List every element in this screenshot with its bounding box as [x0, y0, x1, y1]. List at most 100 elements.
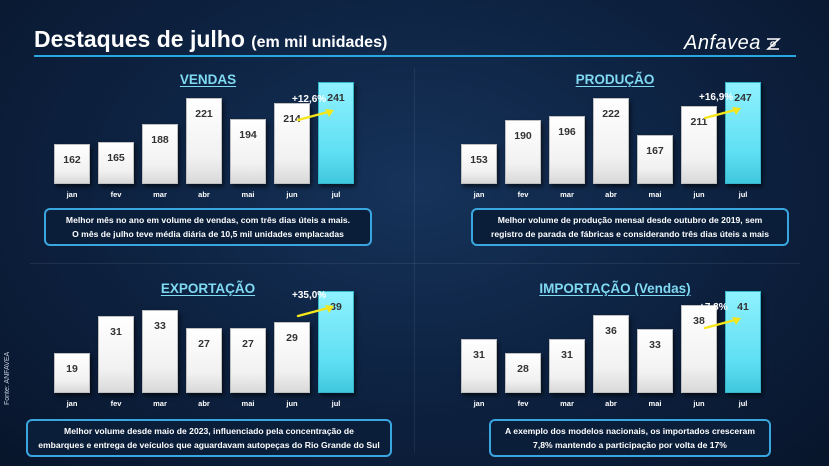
category-tick-label: abr [198, 190, 210, 199]
bar-importacao-abr [593, 314, 629, 393]
bar-importacao-mai [637, 329, 673, 393]
bar-value-label: 196 [558, 125, 576, 138]
category-tick-label: mar [153, 190, 167, 199]
title-main: Destaques de julho [34, 26, 245, 52]
bar-exportacao-mai [230, 328, 266, 393]
note-box-importacao: A exemplo dos modelos nacionais, os impo… [489, 419, 771, 457]
bar-vendas-jan [54, 144, 90, 184]
bar-importacao-jun [681, 305, 717, 393]
category-tick-label: mar [560, 399, 574, 408]
bar-value-label: 33 [649, 339, 661, 352]
bar-exportacao-abr [186, 328, 222, 393]
chart-title-importacao: IMPORTAÇÃO (Vendas) [539, 281, 691, 296]
category-tick-label: jun [693, 190, 705, 199]
category-tick-label: mar [153, 399, 167, 408]
chart-title-vendas: VENDAS [179, 72, 237, 87]
bar-importacao-fev [505, 353, 541, 393]
bar-producao-jan [461, 144, 497, 184]
divider-horizontal [30, 263, 800, 264]
note-box-vendas: Melhor mês no ano em volume de vendas, c… [44, 208, 372, 246]
bar-exportacao-jan [54, 353, 90, 393]
note-line: embarques e entrega de veículos que agua… [38, 440, 380, 450]
bar-value-label: 188 [151, 133, 169, 146]
category-tick-label: fev [517, 190, 529, 199]
note-line: Melhor volume de produção mensal desde o… [497, 215, 763, 225]
bar-value-label: 31 [110, 325, 122, 338]
bar-importacao-mar [549, 338, 585, 393]
bar-value-label: 194 [239, 128, 257, 141]
note-line: O mês de julho teve média diária de 10,5… [72, 229, 344, 239]
category-tick-label: mar [560, 190, 574, 199]
bar-value-label: 33 [154, 319, 166, 332]
note-box-producao: Melhor volume de produção mensal desde o… [471, 208, 789, 246]
bar-value-label: 28 [517, 363, 529, 375]
category-tick-label: abr [605, 190, 617, 199]
category-tick-label: jan [66, 190, 78, 199]
bar-value-label: 31 [473, 348, 485, 361]
category-tick-label: mai [241, 190, 255, 199]
bar-value-label: 27 [242, 338, 254, 351]
category-tick-label: jul [331, 190, 341, 199]
category-tick-label: fev [517, 399, 529, 408]
bar-importacao-jul [725, 291, 761, 393]
bar-value-label: 214 [283, 113, 301, 126]
note-line: Melhor mês no ano em volume de vendas, c… [65, 215, 351, 225]
bar-importacao-jan [461, 338, 497, 393]
growth-label: +12,6% [292, 94, 327, 105]
bar-value-label: 167 [646, 144, 664, 157]
bar-producao-abr [593, 98, 629, 184]
bar-vendas-abr [186, 97, 222, 184]
page-title: Destaques de julho (em mil unidades) [34, 26, 387, 53]
bar-value-label: 153 [470, 154, 488, 166]
category-tick-label: mai [648, 190, 662, 199]
category-tick-label: jun [286, 399, 298, 408]
chart-panel-exportacao: EXPORTAÇÃO 19 jan 31 fev 33 mar 27 abr 27 mai 29 jun… [18, 281, 398, 466]
bar-vendas-jul [318, 82, 354, 184]
bar-producao-jun [681, 105, 717, 184]
bar-vendas-mar [142, 123, 178, 184]
bar-value-label: 211 [690, 115, 708, 128]
category-tick-label: jun [286, 190, 298, 199]
bar-producao-mar [549, 115, 585, 184]
bar-producao-jul [725, 82, 761, 184]
logo-text: Anfavea [684, 32, 761, 54]
chart-panel-vendas: VENDAS 162 jan 165 fev 188 mar 221 abr 194 mai 214 j… [18, 72, 398, 262]
bar-value-label: 241 [327, 92, 345, 104]
bar-value-label: 165 [107, 151, 125, 164]
bar-producao-fev [505, 119, 541, 184]
category-tick-label: fev [110, 190, 122, 199]
category-tick-label: abr [605, 399, 617, 408]
bar-exportacao-jun [274, 322, 310, 393]
header-rule [34, 55, 796, 57]
chart-title-exportacao: EXPORTAÇÃO [160, 281, 256, 296]
anfavea-logo: Anfavea [684, 32, 781, 55]
note-line: 7,8% mantendo a participação por volta d… [533, 440, 727, 450]
chart-panel-producao: PRODUÇÃO 153 jan 190 fev 196 mar 222 abr 167 mai 21… [425, 72, 805, 262]
category-tick-label: mai [241, 399, 255, 408]
chart-title-producao: PRODUÇÃO [575, 72, 655, 87]
bar-value-label: 221 [195, 107, 213, 120]
bar-value-label: 190 [514, 129, 532, 142]
category-tick-label: jan [66, 399, 78, 408]
bar-value-label: 31 [561, 348, 573, 361]
bar-value-label: 27 [198, 338, 210, 351]
note-box-exportacao: Melhor volume desde maio de 2023, influe… [26, 419, 392, 457]
category-tick-label: mai [648, 399, 662, 408]
bar-value-label: 19 [66, 363, 78, 375]
category-tick-label: jun [693, 399, 705, 408]
category-tick-label: jan [473, 399, 485, 408]
trend-arrow-icon [703, 317, 741, 330]
category-tick-label: jul [738, 399, 748, 408]
growth-label: +7,8% [699, 302, 728, 313]
growth-label: +35,0% [292, 290, 327, 301]
bar-exportacao-mar [142, 309, 178, 393]
source-note: Fonte: ANFAVEA [4, 351, 11, 405]
category-tick-label: jan [473, 190, 485, 199]
logo-mark-icon [765, 37, 781, 50]
bar-vendas-fev [98, 141, 134, 184]
bar-value-label: 36 [605, 324, 617, 337]
divider-vertical [414, 68, 415, 453]
trend-arrow-icon [296, 305, 334, 318]
bar-exportacao-fev [98, 315, 134, 393]
title-subtitle: (em mil unidades) [251, 34, 388, 51]
